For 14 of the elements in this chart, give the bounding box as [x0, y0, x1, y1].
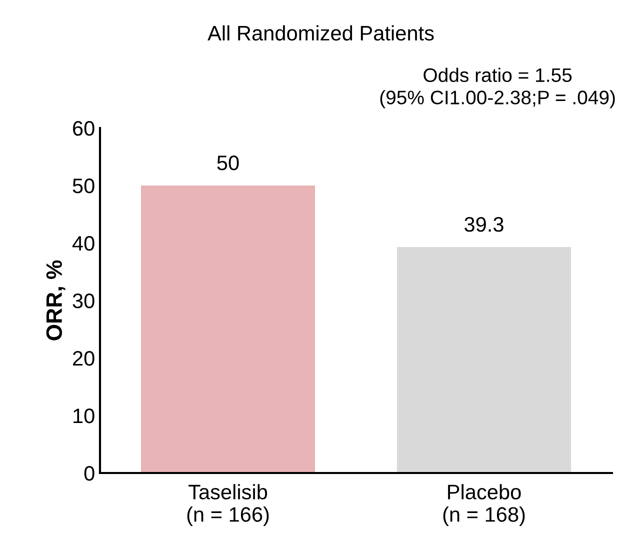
- data-label: 39.3: [464, 217, 504, 232]
- y-tick-label: 10: [74, 408, 94, 424]
- y-tick-label: 0: [84, 466, 94, 481]
- x-tick-label: Taselisib (n = 166): [187, 484, 269, 526]
- data-label: 50: [217, 156, 239, 170]
- y-tick-label: 50: [72, 178, 94, 194]
- y-axis-title: ORR, %: [46, 260, 66, 340]
- chart-title: All Randomized Patients: [208, 25, 434, 41]
- x-tick-label: Placebo (n = 168): [443, 484, 525, 526]
- y-tick-label: 20: [73, 351, 94, 366]
- y-tick-label: 40: [72, 236, 94, 251]
- y-tick-label: 30: [72, 294, 94, 308]
- y-tick-label: 60: [73, 121, 94, 136]
- text: Odds ratio = 1.55 (95% CI1.00-2.38;P = .049): [380, 68, 615, 108]
